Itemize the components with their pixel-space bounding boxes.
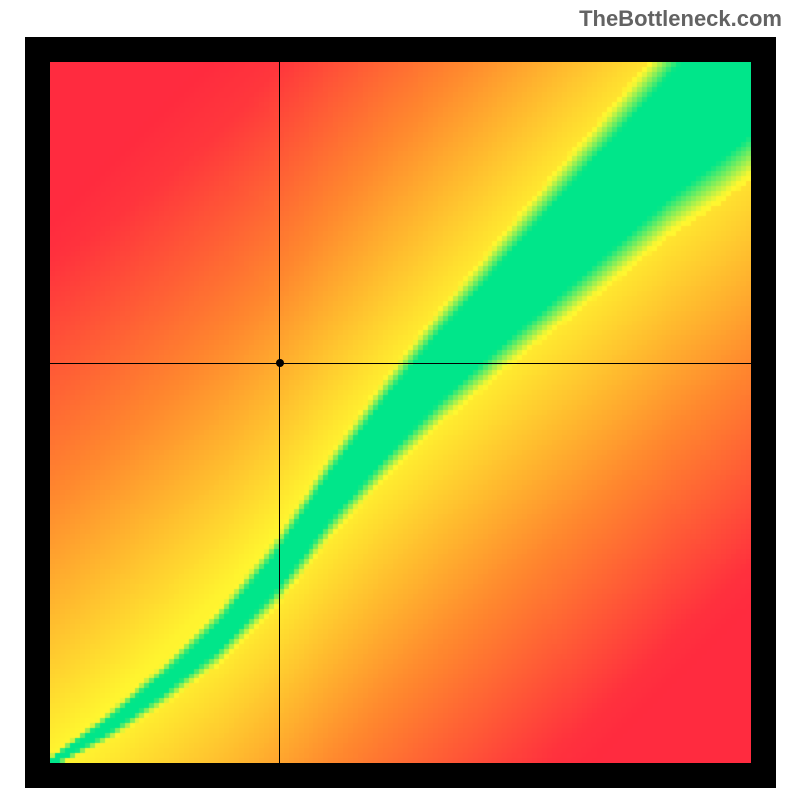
chart-container: TheBottleneck.com — [0, 0, 800, 800]
chart-frame — [25, 37, 776, 788]
heatmap-canvas — [50, 62, 751, 763]
crosshair-vertical — [279, 62, 280, 763]
site-watermark: TheBottleneck.com — [579, 6, 782, 32]
crosshair-horizontal — [50, 363, 751, 364]
